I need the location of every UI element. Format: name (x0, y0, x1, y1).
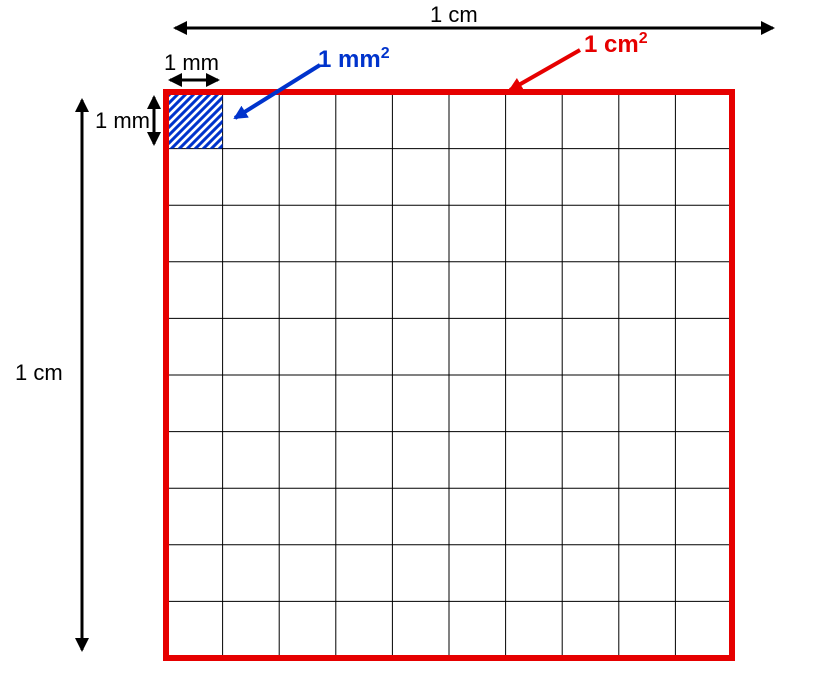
top-width-label: 1 cm (430, 2, 478, 28)
cm-area-sup: 2 (639, 30, 648, 47)
mm-area-label: 1 mm2 (318, 45, 390, 74)
diagram-svg (0, 0, 831, 699)
mm-area-text: 1 mm (318, 46, 381, 73)
mm-width-label: 1 mm (164, 50, 219, 76)
mm-area-sup: 2 (381, 45, 390, 62)
diagram-container: 1 cm 1 cm 1 mm 1 mm 1 mm2 1 cm2 (0, 0, 831, 699)
cm-area-pointer (510, 50, 580, 90)
shaded-mm-cell (169, 95, 223, 149)
grid (166, 92, 732, 658)
mm-height-label: 1 mm (95, 108, 150, 134)
left-height-label: 1 cm (15, 360, 63, 386)
cm-area-label: 1 cm2 (584, 30, 648, 59)
cm-area-text: 1 cm (584, 31, 639, 58)
